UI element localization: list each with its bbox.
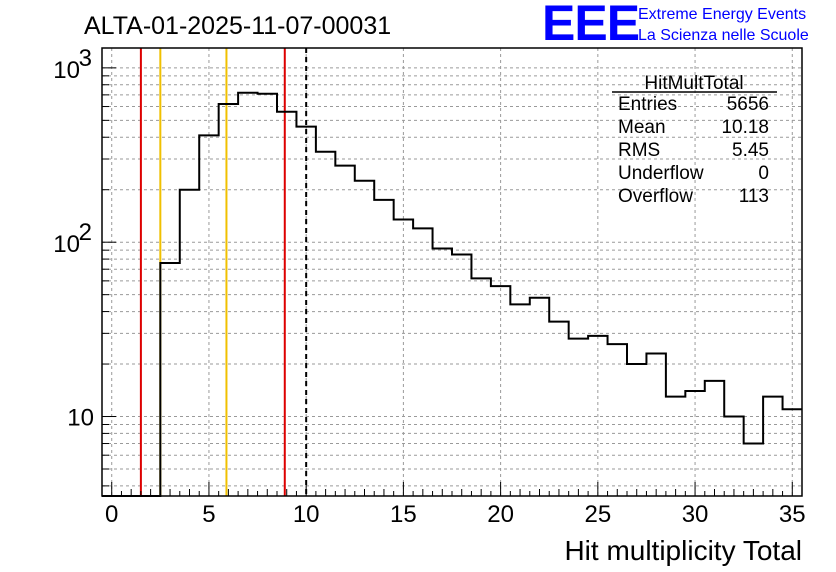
eee-logo-line1: Extreme Energy Events (638, 6, 806, 23)
stats-value: 5.45 (732, 140, 769, 161)
histogram-bin (238, 93, 257, 496)
axis-ticks (102, 67, 793, 496)
histogram (102, 91, 802, 497)
x-tick-label: 15 (390, 501, 417, 528)
x-axis-label: Hit multiplicity Total (564, 535, 802, 566)
stats-box: HitMultTotal Entries 5656 Mean 10.18 RMS 5.45… (612, 73, 777, 207)
eee-logo: EEE Extreme Energy Events La Scienza nel… (542, 0, 809, 51)
histogram-bin (510, 304, 529, 496)
histogram-bin (685, 391, 704, 496)
histogram-bin (219, 104, 238, 496)
histogram-bin (530, 298, 549, 496)
grid (102, 48, 802, 496)
stats-label: Mean (618, 117, 666, 138)
stats-value: 10.18 (721, 117, 769, 138)
histogram-bin (588, 336, 607, 496)
chart-title: ALTA-01-2025-11-07-00031 (84, 12, 391, 40)
y-tick-label: 10 (67, 405, 94, 432)
histogram-bin (608, 344, 627, 496)
histogram-bin (374, 200, 393, 496)
x-tick-label: 35 (779, 501, 806, 528)
histogram-bin (724, 417, 743, 496)
stats-value: 5656 (727, 94, 769, 115)
histogram-bin (355, 181, 374, 496)
histogram-bin (763, 397, 782, 496)
histogram-bin (549, 322, 568, 496)
stats-label: Overflow (618, 186, 693, 207)
y-tick-label: 10 (53, 231, 80, 258)
histogram-bin (666, 397, 685, 496)
histogram-bin (316, 152, 335, 496)
histogram-bin (452, 254, 471, 496)
x-tick-label: 30 (682, 501, 709, 528)
stats-value: 113 (739, 186, 769, 207)
histogram-bin (646, 353, 665, 496)
histogram-bin (705, 381, 724, 496)
histogram-bin (413, 228, 432, 496)
x-tick-label: 5 (202, 501, 215, 528)
stats-value: 0 (758, 163, 769, 184)
stats-title: HitMultTotal (644, 73, 743, 94)
histogram-bin (335, 166, 354, 496)
histogram-bin (744, 444, 763, 496)
histogram-bin (627, 364, 646, 496)
y-tick-exponent: 2 (79, 219, 92, 246)
histogram-bin (258, 94, 277, 496)
x-tick-label: 20 (487, 501, 514, 528)
histogram-bin (277, 112, 296, 496)
stats-label: Underflow (618, 163, 704, 184)
histogram-bin (471, 278, 490, 496)
histogram-bin (394, 219, 413, 496)
histogram-bin (296, 127, 315, 496)
histogram-bin (160, 263, 179, 496)
x-tick-label: 0 (105, 501, 118, 528)
y-tick-label: 10 (53, 57, 80, 84)
histogram-bin (491, 286, 510, 496)
histogram-outline (102, 91, 802, 497)
histogram-bin (199, 135, 218, 496)
histogram-bin (433, 249, 452, 496)
histogram-bin (180, 190, 199, 496)
eee-logo-line2: La Scienza nelle Scuole (638, 27, 809, 44)
x-tick-label: 25 (584, 501, 611, 528)
eee-logo-mark: EEE (542, 0, 639, 51)
stats-label: Entries (618, 94, 677, 115)
y-tick-exponent: 3 (79, 45, 92, 72)
x-tick-label: 10 (293, 501, 320, 528)
histogram-bin (569, 339, 588, 496)
stats-label: RMS (618, 140, 660, 161)
